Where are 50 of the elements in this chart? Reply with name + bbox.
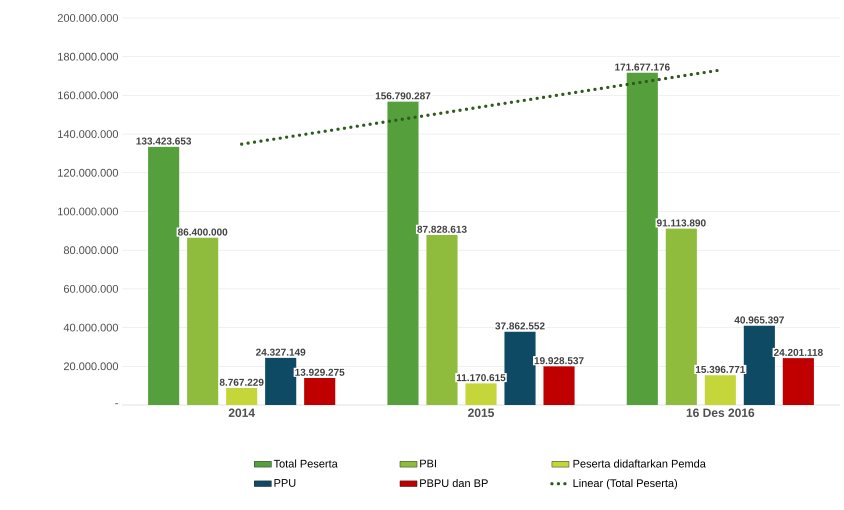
- y-tick-label: -: [115, 403, 118, 404]
- data-label: 40.965.397: [734, 316, 784, 324]
- data-label: 87.828.613: [417, 226, 467, 233]
- data-label: 156.790.287: [376, 92, 430, 100]
- legend-label: PBI: [420, 460, 436, 468]
- y-tick-label: 100.000.000: [58, 208, 118, 216]
- legend-label: PBPU dan BP: [420, 478, 488, 488]
- y-tick-label: 160.000.000: [58, 92, 118, 100]
- bar: [465, 383, 497, 405]
- data-label: 24.327.149: [256, 348, 306, 356]
- legend-label: PPU: [274, 479, 296, 487]
- data-label: 86.400.000: [178, 228, 228, 236]
- bar: [504, 332, 536, 405]
- bar: [226, 388, 258, 405]
- bar: [148, 146, 180, 405]
- y-tick-label: 20.000.000: [64, 362, 118, 370]
- y-tick-label: 40.000.000: [64, 324, 118, 332]
- bar: [265, 358, 296, 405]
- bar: [744, 326, 775, 405]
- data-label: 19.928.537: [534, 357, 584, 364]
- bar: [387, 102, 419, 405]
- data-label: 11.170.615: [456, 374, 506, 382]
- legend-label: Total Peserta: [274, 460, 338, 468]
- y-tick-label: 200.000.000: [58, 14, 118, 22]
- y-tick-label: 80.000.000: [64, 246, 118, 254]
- bar: [187, 238, 218, 405]
- data-label: 24.201.118: [774, 348, 823, 356]
- data-label: 91.113.890: [656, 219, 706, 226]
- data-label: 37.862.552: [495, 322, 545, 330]
- y-tick-label: 140.000.000: [58, 130, 118, 138]
- data-label: 171.677.176: [615, 64, 670, 71]
- bar: [782, 358, 814, 405]
- bar: [543, 366, 575, 405]
- data-label: 133.423.653: [136, 138, 192, 145]
- data-label: 13.929.275: [295, 368, 344, 376]
- y-tick-label: 120.000.000: [58, 168, 118, 177]
- x-tick-label: 2015: [468, 408, 494, 418]
- data-label: 15.396.771: [696, 366, 746, 373]
- bar: [426, 235, 458, 405]
- data-label: 8.767.229: [220, 378, 264, 386]
- x-tick-label: 16 Des 2016: [686, 408, 754, 418]
- y-tick-label: 60.000.000: [64, 285, 118, 293]
- bar: [626, 72, 658, 405]
- y-tick-label: 180.000.000: [58, 52, 118, 61]
- bar: [704, 375, 736, 405]
- legend-label: Linear (Total Peserta): [574, 478, 678, 490]
- bar: [304, 378, 336, 405]
- bar: [666, 228, 697, 405]
- legend-label: Peserta didaftarkan Pemda: [574, 460, 706, 468]
- x-tick-label: 2014: [228, 408, 255, 418]
